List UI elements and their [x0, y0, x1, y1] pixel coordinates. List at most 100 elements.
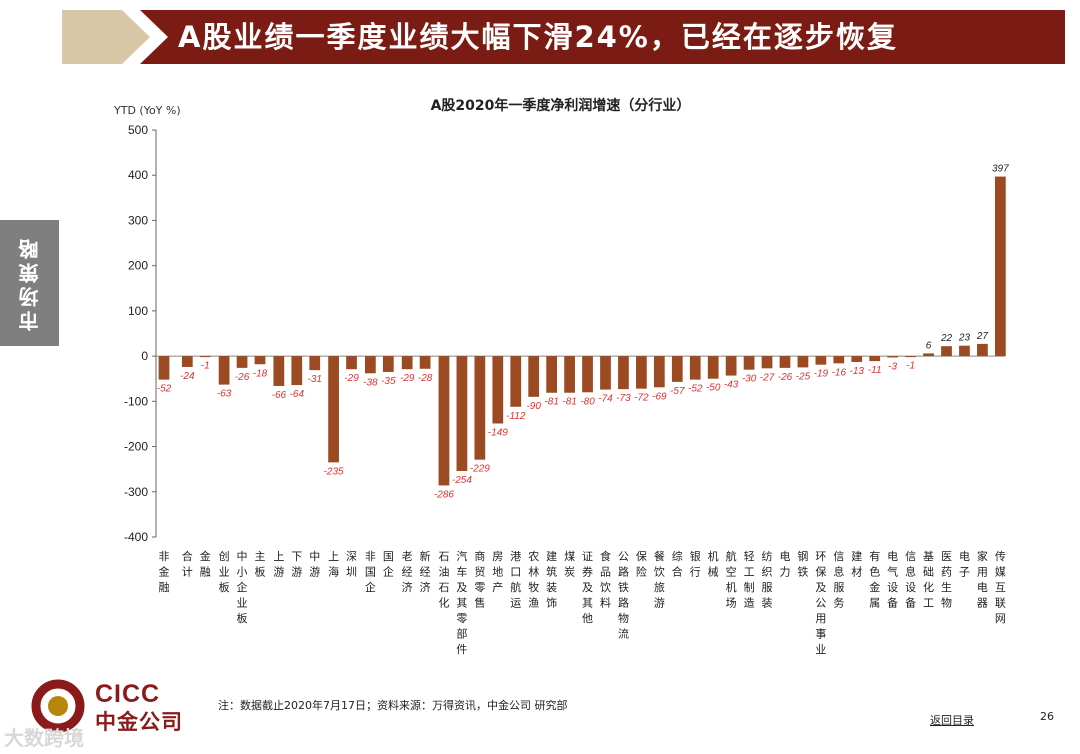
bar-value-label: -74 [598, 394, 613, 405]
bar-value-label: -13 [850, 366, 865, 377]
x-tick-label: 建筑装饰 [546, 549, 557, 610]
section-tab[interactable]: 市场策略 [0, 220, 59, 346]
bar-value-label: -50 [706, 383, 721, 394]
bar-value-label: -35 [381, 376, 396, 387]
y-axis-label: YTD (YoY %) [113, 104, 181, 117]
bar [528, 356, 540, 397]
x-tick-label: 汽车及其零部件 [456, 549, 467, 656]
bar [833, 356, 845, 364]
bar-value-label: -30 [742, 374, 757, 385]
bar [582, 356, 593, 393]
x-tick-label: 食品饮料 [600, 549, 611, 610]
x-tick-label: 医药生物 [941, 550, 952, 610]
bar [653, 356, 665, 388]
x-tick-label: 主板 [254, 550, 265, 579]
bar-value-label: -254 [452, 475, 472, 486]
x-tick-label: 有色金属 [869, 549, 880, 610]
x-tick-label: 创业板 [219, 550, 230, 594]
bar-value-label: -31 [308, 374, 322, 385]
back-to-contents-link[interactable]: 返回目录 [930, 714, 974, 727]
bar [199, 356, 211, 358]
x-tick-label: 建材 [851, 549, 862, 579]
bar-value-label: -235 [324, 466, 344, 477]
bar [743, 356, 755, 370]
bar [254, 356, 266, 365]
bar-value-label: 27 [976, 331, 989, 342]
bar [564, 356, 575, 393]
bar [492, 356, 504, 424]
bar [600, 356, 611, 390]
x-tick-label: 公路铁路物流 [618, 550, 629, 641]
bar-value-label: -73 [616, 393, 631, 404]
x-tick-label: 电气设备 [887, 550, 898, 610]
x-tick-label: 合计 [182, 549, 193, 579]
x-tick-label: 中小企业板 [237, 550, 248, 625]
x-tick-label: 电子 [959, 550, 970, 579]
bar-value-label: -80 [580, 396, 595, 407]
bar-value-label: -16 [832, 367, 847, 378]
bar-value-label: -1 [201, 361, 210, 372]
x-tick-label: 家用电器 [977, 549, 988, 610]
bar-value-label: -24 [180, 371, 195, 382]
bar-value-label: -19 [814, 369, 829, 380]
x-tick-label: 商贸零售 [474, 549, 485, 610]
bar [401, 356, 413, 370]
x-tick-label: 石油石化 [438, 550, 449, 610]
y-tick-label: 0 [141, 349, 148, 363]
y-tick-label: 300 [128, 213, 148, 227]
bar-value-label: -149 [488, 427, 508, 438]
y-tick-label: -300 [124, 485, 148, 499]
x-tick-label: 纺织服装 [762, 549, 773, 610]
bar-value-label: 23 [958, 333, 971, 344]
y-tick-label: 200 [128, 259, 148, 273]
x-tick-label: 非国企 [365, 550, 376, 594]
bar [546, 356, 558, 393]
x-tick-label: 金融 [200, 549, 211, 579]
y-tick-label: -100 [124, 394, 148, 408]
bar-value-label: -26 [778, 372, 793, 383]
chart-title: A股2020年一季度净利润增速（分行业） [431, 97, 691, 114]
bar [474, 356, 486, 460]
bar [707, 356, 719, 379]
bar [689, 356, 701, 380]
x-tick-label: 综合 [672, 549, 683, 579]
bar [236, 356, 248, 368]
x-tick-label: 上海 [328, 550, 339, 579]
cicc-logo-icon [31, 679, 85, 733]
bar-value-label: -81 [544, 397, 558, 408]
x-tick-label: 航空机场 [726, 549, 737, 610]
logo-text-cn: 中金公司 [95, 710, 183, 734]
bar [382, 356, 394, 372]
bar-value-label: -52 [157, 384, 172, 395]
bar-value-label: -28 [418, 373, 433, 384]
x-tick-label: 下游 [291, 550, 302, 579]
x-tick-label: 餐饮旅游 [654, 549, 665, 610]
page-title: A股业绩一季度业绩大幅下滑24%，已经在逐步恢复 [178, 20, 898, 54]
bar-value-label: -43 [724, 380, 739, 391]
bar [959, 345, 970, 357]
bar-value-label: -52 [688, 384, 703, 395]
y-tick-label: 100 [128, 304, 148, 318]
bar [797, 356, 809, 368]
bar-value-label: -229 [470, 464, 490, 475]
bar [905, 356, 916, 358]
bar-value-label: -25 [796, 371, 811, 382]
bar-value-label: -29 [344, 373, 359, 384]
x-tick-label: 农林牧渔 [528, 549, 539, 610]
x-tick-label: 国企 [383, 550, 394, 579]
x-tick-label: 老经济 [402, 550, 413, 594]
x-tick-label: 信息设备 [905, 550, 916, 610]
bar [158, 356, 170, 380]
x-tick-label: 银行 [690, 549, 701, 579]
y-tick-label: -200 [124, 440, 148, 454]
bar-value-label: -69 [652, 391, 667, 402]
bar [725, 356, 737, 376]
bar [851, 356, 863, 362]
bar-value-label: 6 [926, 340, 932, 351]
bar [419, 356, 431, 369]
x-tick-label: 环保及公用事业 [815, 550, 826, 656]
x-tick-label: 新经济 [420, 549, 431, 594]
y-tick-label: -400 [124, 530, 148, 544]
bar [815, 356, 827, 365]
